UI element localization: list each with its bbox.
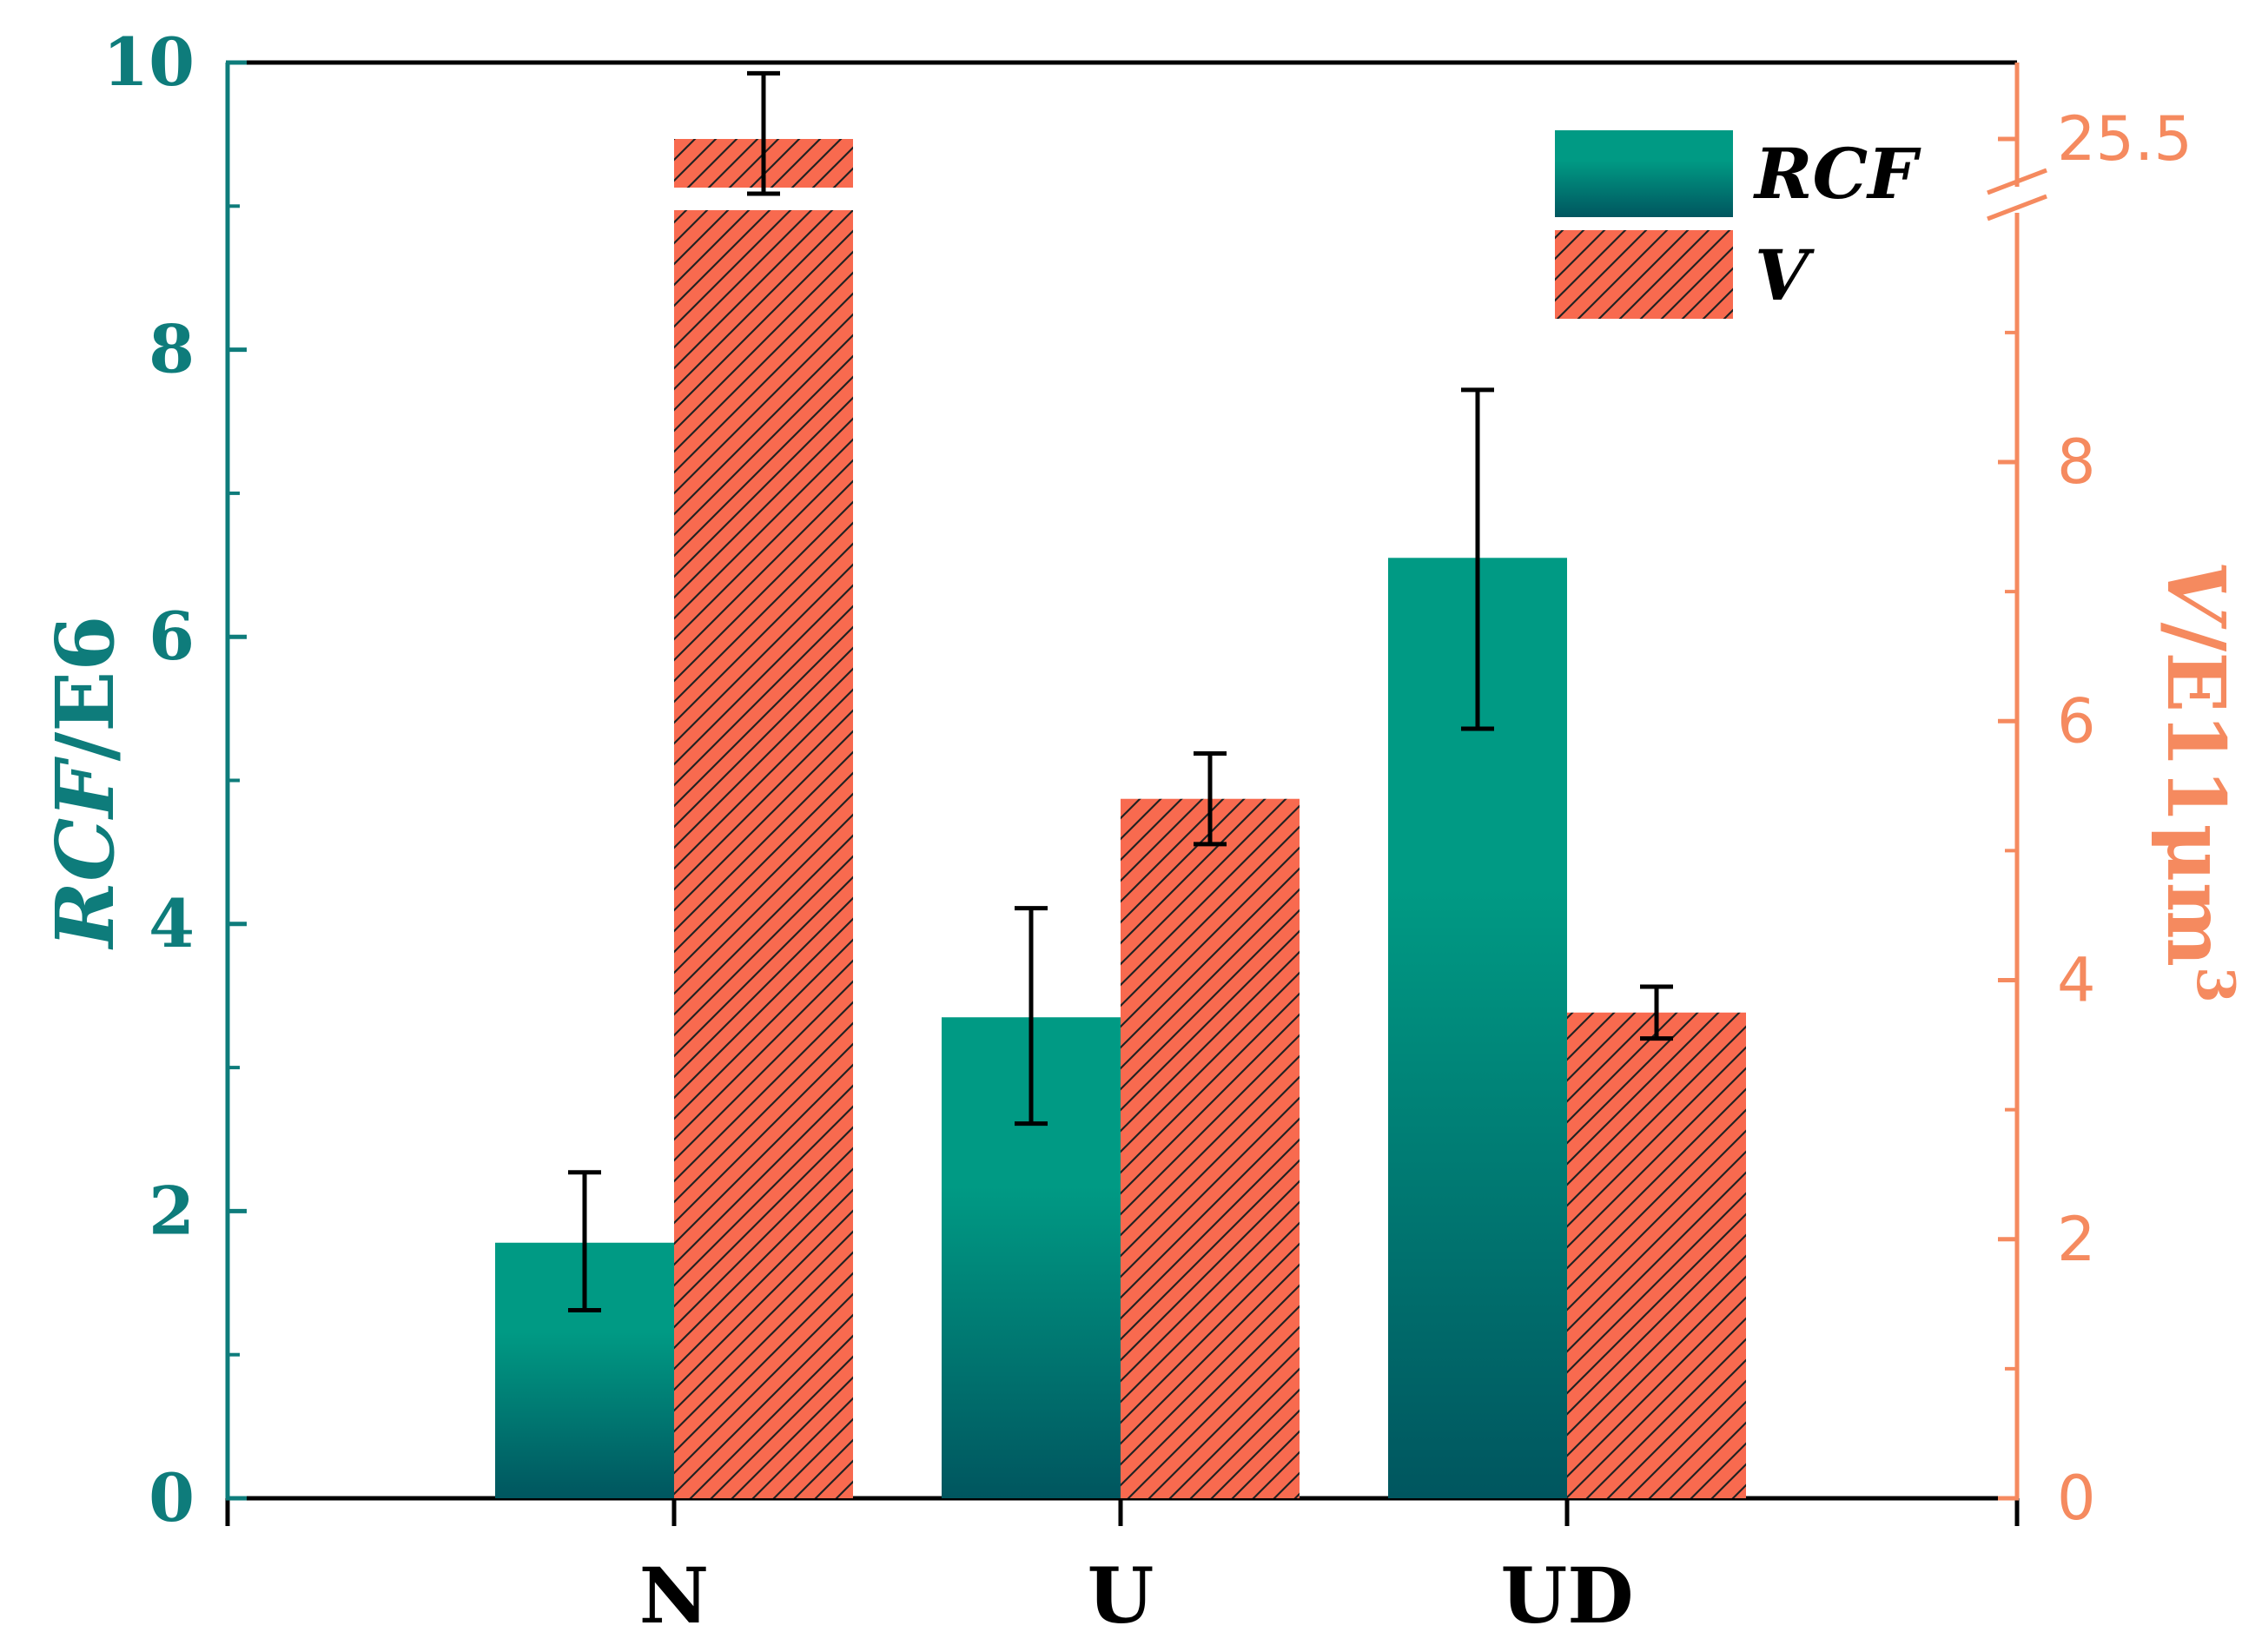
right-axis-title-rest: /E11μm <box>2149 623 2243 967</box>
left-tick-label: 8 <box>149 311 195 388</box>
bar-v <box>1121 798 1300 1498</box>
legend: RCF V <box>1555 130 1921 319</box>
right-axis-title-italic: V <box>2149 560 2243 630</box>
left-axis-title-rest: /E6 <box>38 616 132 762</box>
x-tick-label-n: N <box>639 1550 709 1641</box>
left-tick-label: 4 <box>149 885 195 962</box>
left-tick-label: 6 <box>149 598 195 675</box>
bar-v-lower <box>674 210 853 1498</box>
x-axis-ticks <box>225 1498 2020 1526</box>
left-axis-title-italic: RCF <box>38 757 132 951</box>
right-axis-title-superscript: 3 <box>2185 967 2245 1003</box>
right-tick-label: 6 <box>2057 685 2096 757</box>
left-tick-label: 10 <box>103 23 195 101</box>
x-tick-labels: N U UD <box>639 1550 1634 1641</box>
right-axis-ticks: 0 2 4 6 8 25.5 <box>1998 103 2193 1534</box>
left-tick-label: 0 <box>149 1459 195 1536</box>
x-tick-label-u: U <box>1088 1550 1154 1641</box>
right-axis-title: V/E11μm3 <box>2149 560 2245 1003</box>
left-axis-title: RCF/E6 <box>38 616 132 951</box>
legend-label-v: V <box>1755 235 1815 316</box>
right-tick-label: 2 <box>2057 1204 2096 1275</box>
legend-swatch-rcf <box>1555 130 1733 217</box>
axis-break-mark <box>1987 168 2047 195</box>
left-tick-label: 2 <box>149 1172 195 1249</box>
legend-swatch-v <box>1555 230 1733 319</box>
right-tick-label: 4 <box>2057 945 2096 1016</box>
right-tick-label: 0 <box>2057 1463 2096 1534</box>
axis-break-mark <box>1987 194 2047 221</box>
bar-v <box>1567 1012 1746 1498</box>
error-bars <box>568 70 1673 1312</box>
legend-label-rcf: RCF <box>1753 133 1921 215</box>
bars <box>495 139 1746 1499</box>
right-tick-label: 8 <box>2057 426 2096 498</box>
left-axis-ticks: 0 2 4 6 8 10 <box>103 23 247 1536</box>
x-tick-label-ud: UD <box>1500 1550 1633 1641</box>
right-tick-label: 25.5 <box>2057 103 2193 175</box>
